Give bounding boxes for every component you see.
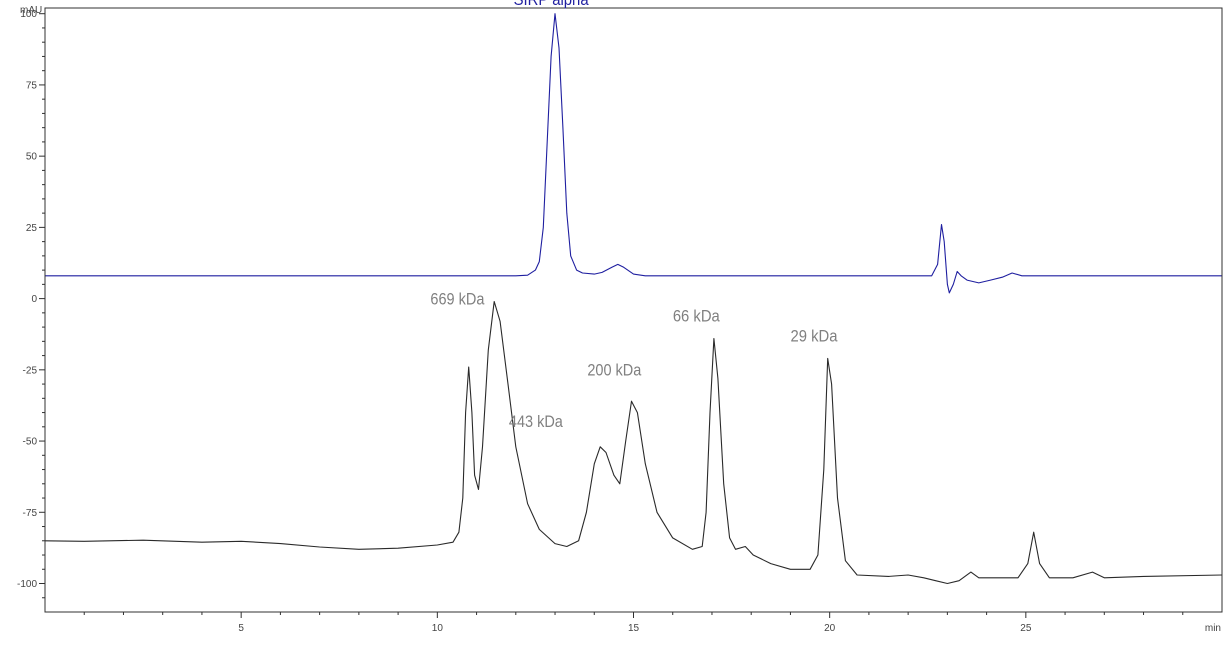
plot-frame [44,7,1223,613]
peak-annotation: 29 kDa [791,326,838,345]
peak-annotation: 669 kDa [430,289,484,308]
peak-annotation: 443 kDa [509,412,563,431]
y-tick-label: -50 [23,437,38,448]
x-tick-label: 25 [1020,623,1032,634]
x-axis-unit: min [1205,623,1221,634]
y-tick-label: -75 [23,508,38,519]
y-tick-label: 75 [26,80,38,91]
x-tick-label: 5 [238,623,244,634]
y-tick-label: 50 [26,152,38,163]
x-tick-label: 20 [824,623,836,634]
annotation-layer: SIRP alpha 669 kDa 443 kDa 200 kDa 66 kDa 29 … [430,0,838,431]
series-line-1 [45,13,1222,294]
y-tick-label: 25 [26,223,38,234]
x-tick-label: 10 [432,623,444,634]
series-layer [44,13,1223,585]
series-line-2 [44,300,1223,585]
y-tick-label: 100 [20,9,37,20]
peak-annotation: 200 kDa [587,361,641,380]
y-axis-unit: mAU [20,5,42,16]
x-tick-label: 15 [628,623,640,634]
peak-annotation: SIRP alpha [514,0,589,9]
x-axis: 5 10 15 20 25 min [83,612,1221,634]
y-tick-label: -25 [23,365,38,376]
y-tick-label: 0 [31,294,37,305]
peak-annotation: 66 kDa [673,306,720,325]
y-tick-label: -100 [17,579,37,590]
